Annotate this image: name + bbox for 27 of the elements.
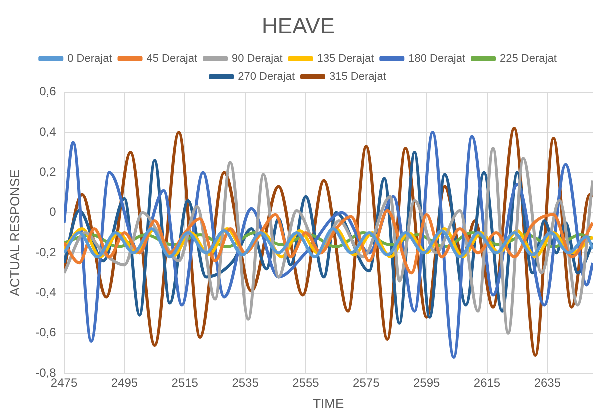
y-tick-label: -0,6 <box>36 326 57 340</box>
legend-label: 0 Derajat <box>68 52 112 65</box>
x-tick-label: 2555 <box>292 376 320 390</box>
legend-label: 135 Derajat <box>317 52 374 65</box>
legend-label: 180 Derajat <box>408 52 466 65</box>
x-axis-title: TIME <box>313 396 344 412</box>
y-tick-label: -0,4 <box>36 286 57 300</box>
x-tick-label: 2515 <box>172 376 199 390</box>
y-tick-label: 0,4 <box>40 124 57 139</box>
y-tick-label: -0,2 <box>36 245 57 260</box>
x-tick-label: 2595 <box>413 376 440 390</box>
chart-title: HEAVE <box>262 13 335 38</box>
y-tick-label: 0,2 <box>40 165 57 180</box>
legend-label: 90 Derajat <box>232 52 283 65</box>
x-tick-label: 2495 <box>111 376 138 390</box>
x-tick-label: 2635 <box>534 376 562 390</box>
x-tick-label: 2575 <box>353 376 380 390</box>
x-tick-label: 2615 <box>474 376 501 390</box>
y-tick-label: 0 <box>50 205 57 220</box>
legend-label: 270 Derajat <box>238 70 296 83</box>
legend-label: 225 Derajat <box>500 52 557 65</box>
y-axis-title: ACTUAL RESPONSE <box>7 169 22 296</box>
legend-label: 315 Derajat <box>330 70 386 83</box>
line-series <box>64 227 593 259</box>
legend-label: 45 Derajat <box>146 52 198 65</box>
x-tick-label: 2535 <box>232 376 260 390</box>
y-tick-label: 0,6 <box>40 84 57 99</box>
